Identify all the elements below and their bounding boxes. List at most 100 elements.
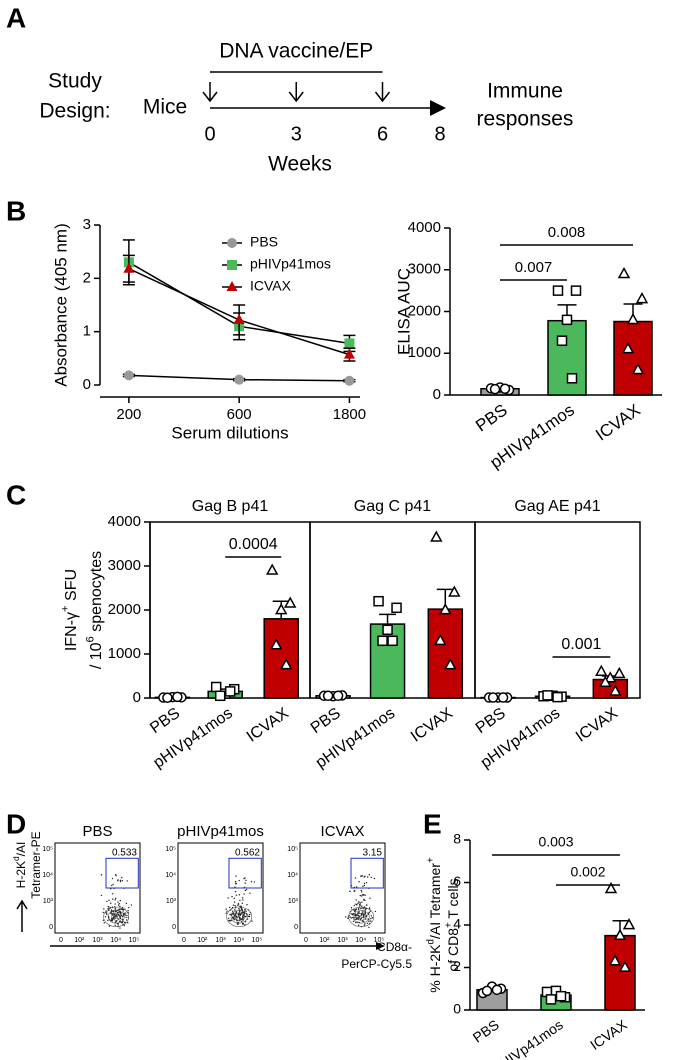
event-dot [114, 903, 116, 905]
event-dot [237, 902, 240, 905]
y-axis-label: ELISA AUC [394, 268, 413, 355]
event-dot [113, 917, 115, 919]
event-dot [358, 881, 360, 883]
data-point [279, 658, 293, 670]
event-dot [239, 899, 241, 902]
data-point [481, 985, 493, 997]
panel-frame [474, 521, 641, 699]
y-tick-label: 10⁵ [287, 846, 298, 853]
event-dot [110, 919, 112, 921]
event-dot [363, 884, 366, 887]
event-dot [114, 899, 116, 901]
event-dot [115, 921, 117, 923]
event-dot [354, 910, 356, 913]
panel-label: E [423, 808, 442, 839]
data-point [373, 595, 384, 607]
data-point [391, 602, 402, 614]
data-point [622, 918, 636, 930]
gate [105, 857, 139, 889]
data-point [382, 624, 393, 636]
event-dot [361, 894, 364, 896]
label-part: /AI [14, 842, 28, 857]
gate [350, 857, 384, 889]
event-dot [122, 910, 124, 912]
label-part: of CD8 [445, 928, 461, 972]
density-contour [356, 912, 367, 921]
event-dot [237, 904, 240, 906]
superscript: + [443, 922, 454, 928]
label-part: Tetramer-PE [29, 831, 43, 898]
density-contour [107, 910, 125, 924]
event-dot [358, 903, 361, 906]
event-dot [356, 918, 358, 920]
event-dot [363, 924, 365, 926]
x-tick-label: pHIVp41mos [490, 1016, 565, 1060]
event-dot [225, 912, 227, 914]
data-point [608, 954, 622, 966]
event-dot [122, 923, 124, 925]
y-tick-label: 10³ [166, 898, 177, 905]
event-dot [243, 913, 246, 915]
event-dot [234, 904, 236, 907]
event-dot [359, 918, 362, 921]
y-axis-label: IFN-γ+ SFU [60, 569, 81, 651]
readout-label: Immune [487, 80, 563, 103]
event-dot [350, 917, 353, 919]
event-dot [242, 916, 244, 918]
data-point [542, 690, 553, 701]
event-dot [240, 908, 243, 911]
y-tick-label: 1000 [408, 344, 441, 361]
event-dot [360, 889, 363, 892]
event-dot [245, 915, 247, 918]
label-part: % H-2K [427, 944, 443, 993]
x-tick-label: PBS [472, 400, 511, 435]
event-dot [112, 883, 114, 886]
panel-label: A [6, 2, 26, 33]
x-tick-label: 0 [304, 937, 308, 944]
event-dot [226, 910, 228, 912]
event-dot [241, 902, 244, 904]
event-dot [107, 919, 109, 922]
event-dot [127, 922, 129, 924]
data-point [609, 684, 622, 696]
data-point [499, 383, 511, 394]
event-dot [354, 909, 356, 911]
event-dot [362, 893, 365, 896]
event-dot [234, 909, 236, 911]
event-dot [248, 915, 251, 918]
bar [604, 934, 636, 1011]
event-dot [119, 927, 121, 929]
y-tick-label: 4000 [108, 513, 141, 530]
x-tick-label: 10³ [337, 937, 348, 944]
p-value: 0.001 [561, 636, 601, 653]
y-tick-label: 3000 [408, 261, 441, 278]
event-dot [352, 920, 355, 923]
event-dot [365, 918, 367, 920]
event-dot [127, 909, 129, 912]
event-dot [121, 876, 123, 879]
event-dot [233, 897, 235, 900]
event-dot [115, 914, 118, 916]
y-axis-label: % H-2Kd/AI Tetramer+ [425, 857, 443, 993]
event-dot [114, 874, 117, 876]
event-dot [235, 883, 237, 885]
event-dot [114, 915, 116, 918]
event-dot [104, 916, 107, 918]
y-tick-label: 2000 [408, 302, 441, 319]
event-dot [361, 891, 363, 893]
data-point [497, 692, 509, 703]
arrow-head [430, 100, 446, 116]
event-dot [228, 906, 231, 909]
event-dot [111, 919, 113, 922]
event-dot [355, 903, 357, 905]
x-tick-label: 10³ [92, 937, 103, 944]
y-axis-arrow [16, 899, 28, 932]
event-dot [111, 884, 113, 887]
event-dot [370, 920, 372, 922]
x-tick-label: 0 [182, 937, 186, 944]
event-dot [355, 914, 357, 916]
data-point [343, 348, 355, 359]
event-dot [354, 918, 357, 921]
event-dot [350, 907, 353, 909]
